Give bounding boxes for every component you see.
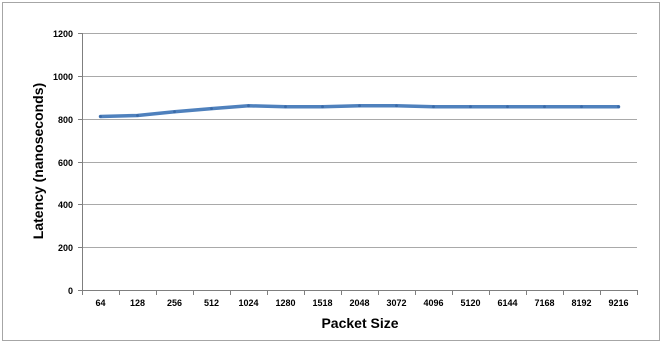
x-axis-title: Packet Size xyxy=(321,315,398,331)
y-tick-label: 1000 xyxy=(53,72,73,82)
chart-frame xyxy=(2,2,660,341)
data-point xyxy=(617,105,620,109)
y-tick-label: 1200 xyxy=(53,29,73,39)
data-point xyxy=(358,104,361,108)
data-point xyxy=(99,115,102,118)
data-point xyxy=(395,104,398,108)
y-tick-label: 0 xyxy=(68,286,73,296)
x-tick-label: 2048 xyxy=(349,298,369,308)
data-point xyxy=(469,105,472,109)
x-tick-label: 4096 xyxy=(423,298,443,308)
x-tick-label: 1518 xyxy=(312,298,332,308)
data-point xyxy=(506,105,509,109)
x-tick-label: 1280 xyxy=(275,298,295,308)
x-tick-labels: 64 128 256 512 1024 1280 1518 2048 3072 4096 5120 6… xyxy=(95,298,628,308)
y-tick-labels: 0 200 400 600 800 1000 1200 xyxy=(53,29,73,296)
x-tick-label: 5120 xyxy=(460,298,480,308)
data-point xyxy=(543,105,546,109)
data-point xyxy=(210,107,213,110)
x-tick-label: 8192 xyxy=(571,298,591,308)
x-tick-label: 512 xyxy=(204,298,219,308)
x-tick-label: 128 xyxy=(130,298,145,308)
data-point xyxy=(247,104,250,108)
x-tick-label: 7168 xyxy=(534,298,554,308)
x-tick-label: 64 xyxy=(95,298,105,308)
data-point xyxy=(321,105,324,109)
series-line xyxy=(98,104,621,119)
y-tick-label: 600 xyxy=(58,158,73,168)
y-tick-label: 400 xyxy=(58,200,73,210)
x-tick-label: 9216 xyxy=(608,298,628,308)
y-tick-label: 800 xyxy=(58,115,73,125)
x-tick-label: 6144 xyxy=(497,298,517,308)
axes xyxy=(78,33,638,295)
x-tick-label: 256 xyxy=(167,298,182,308)
data-point xyxy=(432,105,435,109)
data-point xyxy=(284,105,287,109)
x-tick-label: 3072 xyxy=(386,298,406,308)
y-axis-title: Latency (nanoseconds) xyxy=(30,83,46,239)
data-point xyxy=(580,105,583,109)
data-point xyxy=(173,110,176,114)
gridlines xyxy=(82,33,637,248)
data-point xyxy=(136,114,139,117)
y-tick-label: 200 xyxy=(58,243,73,253)
x-tick-label: 1024 xyxy=(238,298,258,308)
series xyxy=(98,104,621,119)
